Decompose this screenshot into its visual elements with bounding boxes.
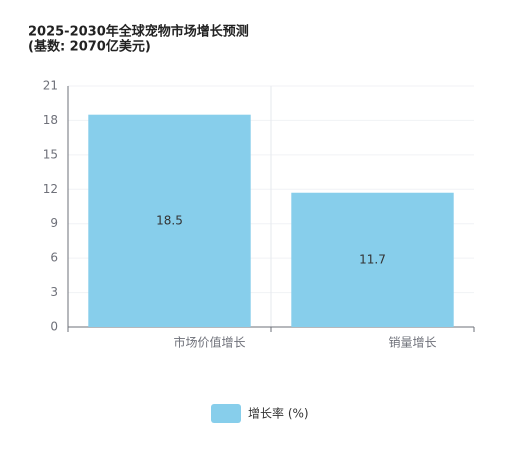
data-label: 18.5 [156, 213, 183, 227]
y-tick-label: 18 [43, 113, 58, 127]
y-tick-label: 3 [50, 285, 58, 299]
chart-subtitle: (基数: 2070亿美元) [28, 39, 151, 55]
legend-swatch [211, 404, 241, 423]
y-tick-label: 0 [50, 320, 58, 334]
legend-label: 增长率 (%) [248, 406, 309, 421]
bar [88, 114, 251, 327]
bar [291, 192, 454, 327]
y-tick-label: 6 [50, 251, 58, 265]
x-tick-label: 市场价值增长 [173, 335, 245, 350]
y-tick-label: 15 [43, 147, 58, 161]
chart-title: 2025-2030年全球宠物市场增长预测 [28, 24, 249, 40]
y-tick-label: 12 [43, 182, 58, 196]
data-label: 11.7 [359, 252, 386, 266]
y-tick-label: 21 [43, 79, 58, 93]
y-tick-label: 9 [50, 216, 58, 230]
x-tick-label: 销量增长 [388, 336, 436, 350]
